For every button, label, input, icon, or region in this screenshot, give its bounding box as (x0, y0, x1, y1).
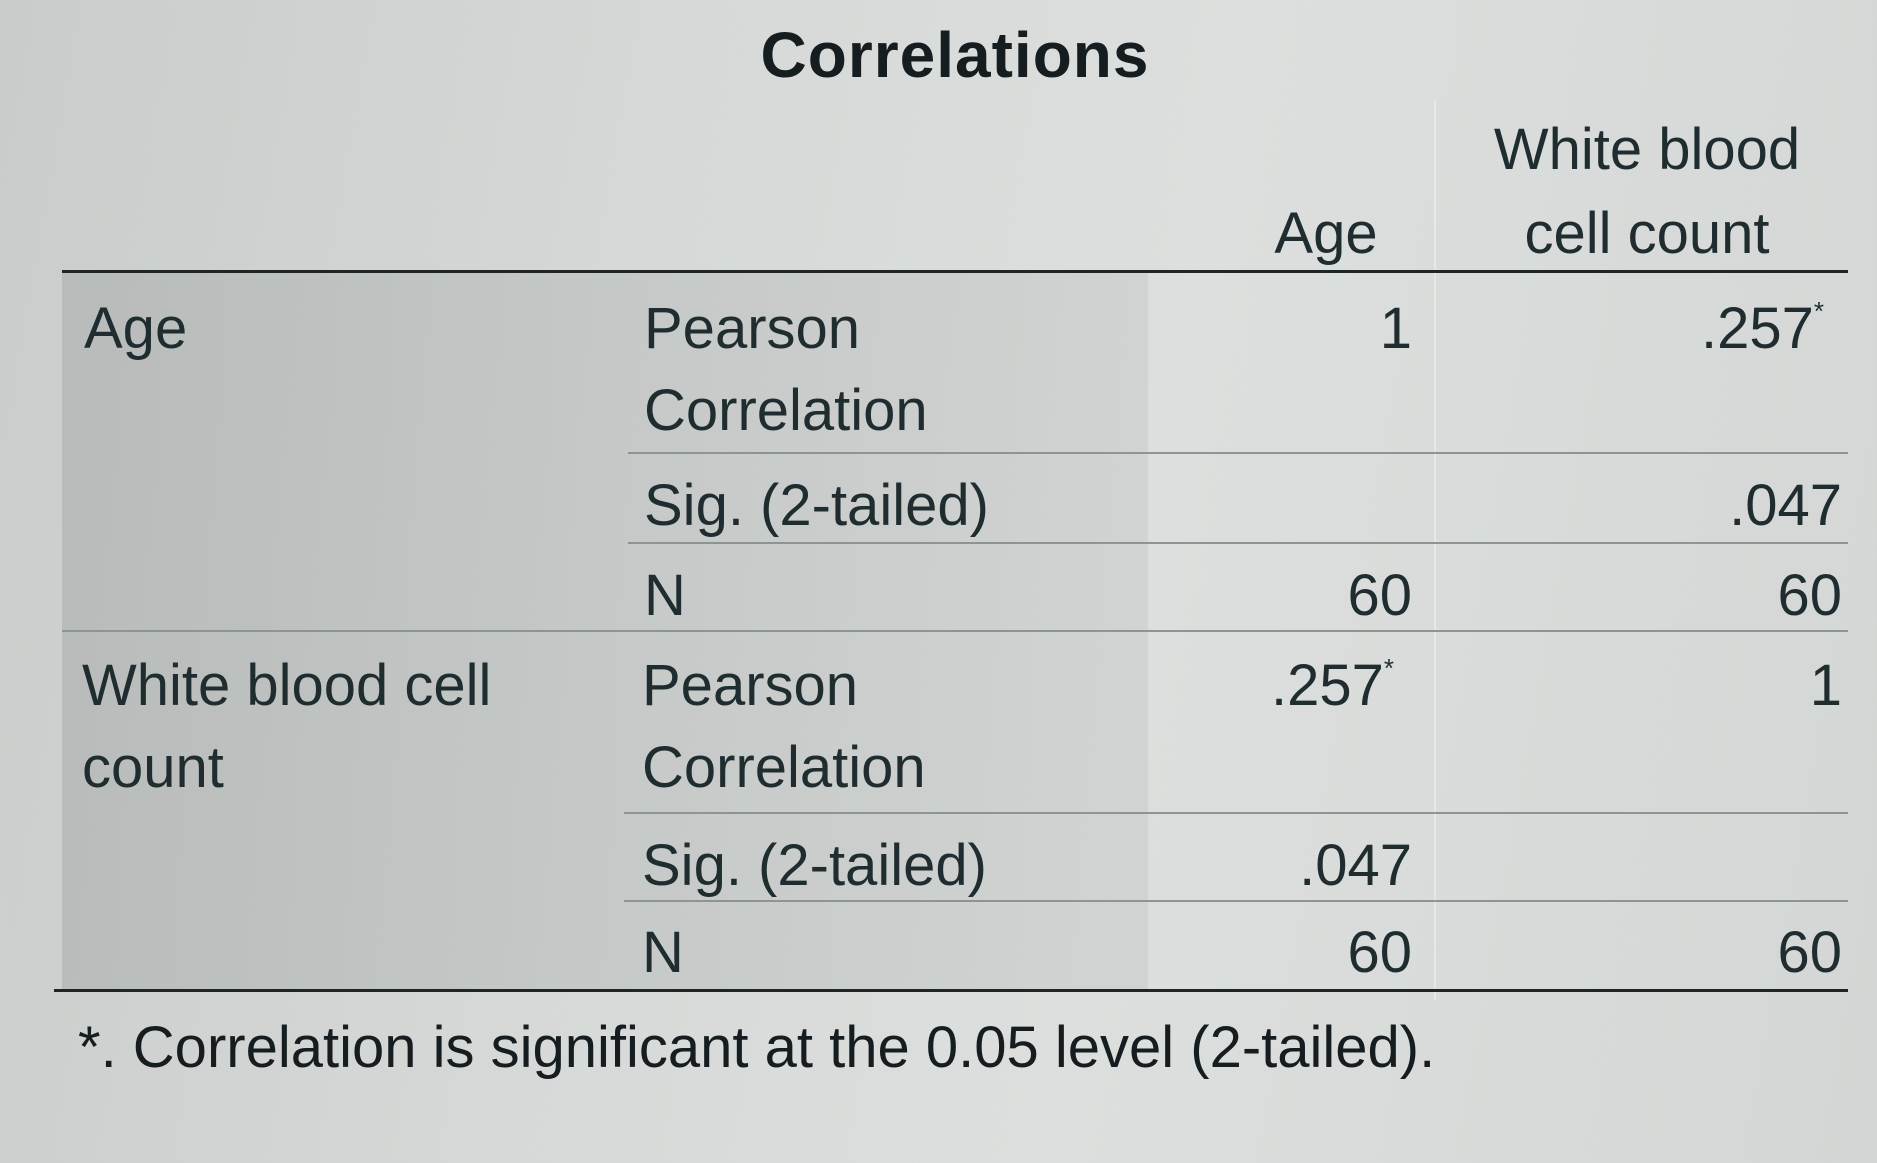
value-cell: 60 (1347, 920, 1412, 985)
row-divider (628, 452, 1848, 454)
value-cell: .047 (1299, 833, 1412, 898)
value-cell: .257* (1270, 653, 1394, 718)
row-divider (624, 900, 1848, 902)
value-cell: 1 (1809, 653, 1842, 718)
stat-label: Pearson (642, 653, 859, 718)
value-cell: 1 (1379, 296, 1412, 361)
value-cell: 60 (1777, 563, 1842, 628)
stat-label: N (642, 920, 684, 985)
footer-rule (54, 989, 1848, 992)
row-variable-wbc-line2: count (82, 735, 224, 800)
stat-label: Pearson (644, 296, 861, 361)
header-rule (62, 270, 1848, 273)
row-divider (624, 812, 1848, 814)
value-cell: .047 (1729, 473, 1842, 538)
stat-label: Correlation (642, 735, 926, 800)
column-header-age: Age (1274, 201, 1378, 266)
significance-footnote: *. Correlation is significant at the 0.0… (78, 1015, 1436, 1080)
column-separator (1434, 100, 1436, 1000)
stat-label: Correlation (644, 378, 928, 443)
row-divider (628, 542, 1848, 544)
row-variable-age: Age (84, 296, 188, 361)
column-header-wbc-line1: White blood (1493, 117, 1801, 182)
group-divider (62, 630, 1848, 632)
value-cell: .257* (1700, 296, 1824, 361)
value-cell: 60 (1777, 920, 1842, 985)
value-cell: 60 (1347, 563, 1412, 628)
column-header-wbc-line2: cell count (1524, 201, 1770, 266)
stat-label: Sig. (2-tailed) (642, 833, 987, 898)
stat-label: Sig. (2-tailed) (644, 473, 989, 538)
stat-label: N (644, 563, 686, 628)
table-title: Correlations (760, 19, 1150, 91)
row-variable-wbc-line1: White blood cell (82, 653, 492, 718)
